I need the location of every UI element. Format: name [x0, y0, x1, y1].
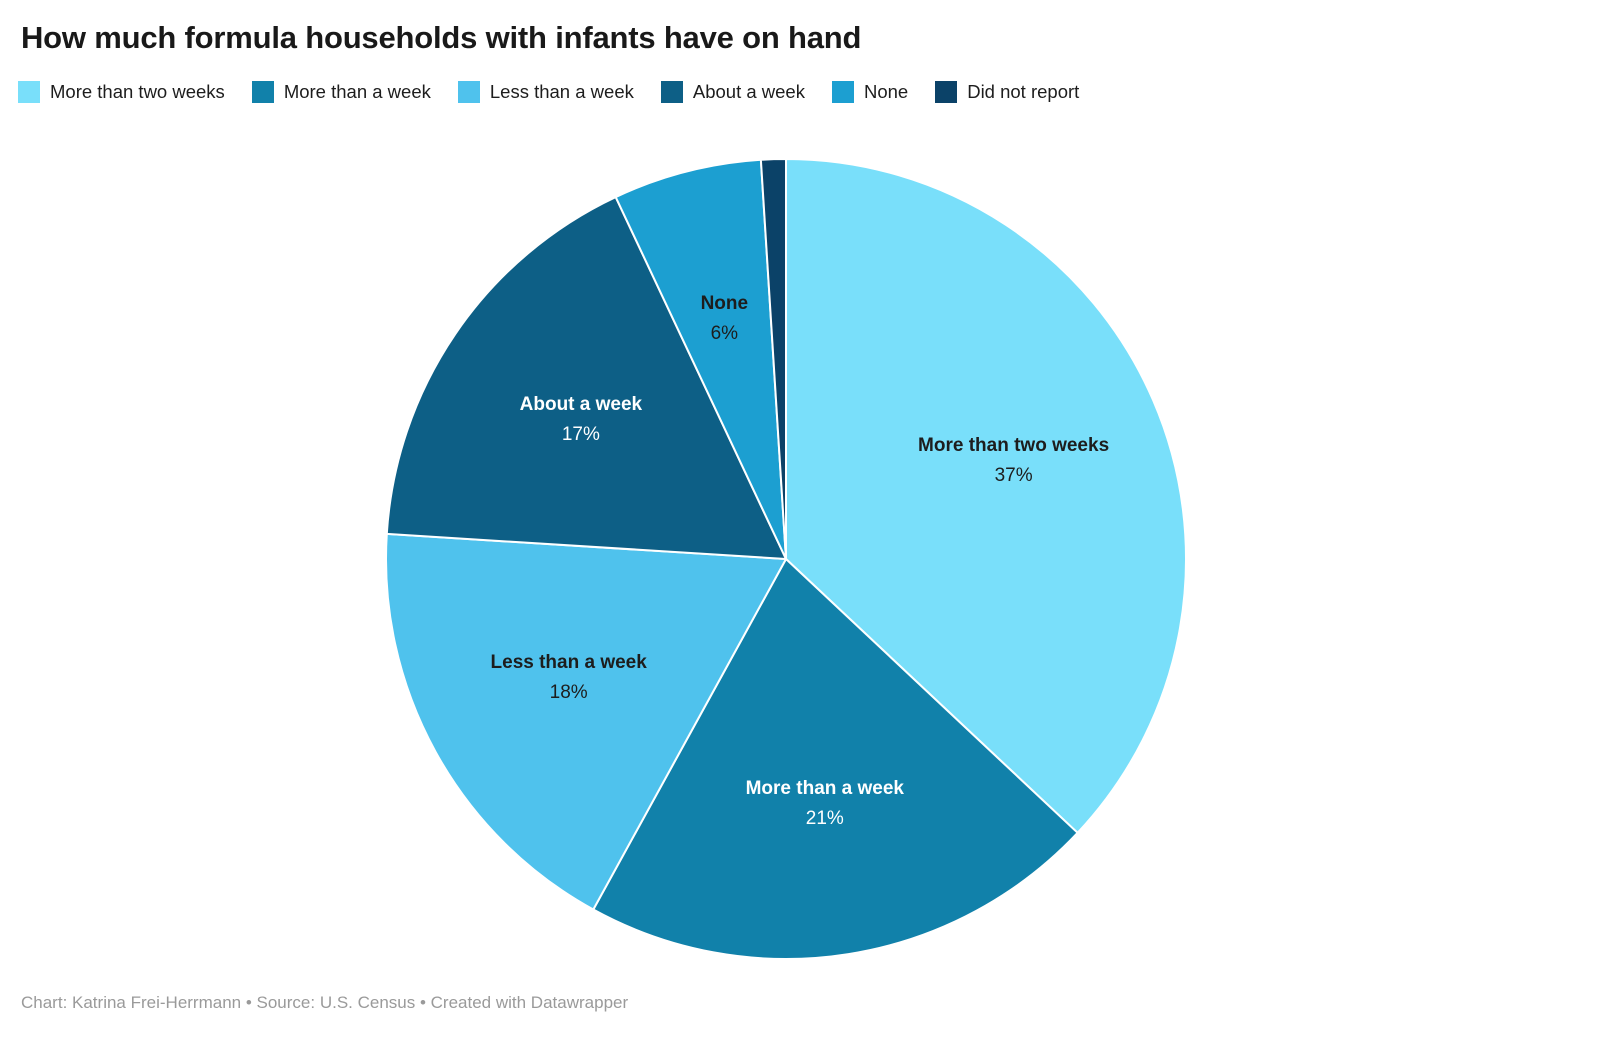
legend-item-label: About a week: [692, 81, 805, 102]
pie-slice-more-than-a-week[interactable]: [592, 558, 1079, 960]
legend-item-about-a-week: About a week: [660, 81, 805, 103]
pie-slice-more-than-two-weeks[interactable]: [785, 158, 1187, 834]
legend-item-more-than-two-weeks: More than two weeks: [18, 81, 225, 103]
legend-item-label: More than two weeks: [50, 81, 225, 102]
legend-item-less-than-a-week: Less than a week: [457, 81, 634, 103]
legend-swatch-icon: [831, 81, 854, 103]
legend: More than two weeks More than a week Less …: [18, 81, 1079, 103]
legend-item-label: None: [863, 81, 909, 102]
legend-item-did-not-report: Did not report: [935, 81, 1079, 103]
pie-slice-about-a-week[interactable]: [385, 196, 787, 560]
legend-swatch-icon: [935, 81, 958, 103]
pie-slice-did-not-report[interactable]: [759, 158, 787, 560]
legend-item-more-than-a-week: More than a week: [251, 81, 431, 103]
legend-item-label: More than a week: [283, 81, 431, 102]
legend-swatch-icon: [18, 81, 40, 103]
chart-footer: Chart: Katrina Frei-Herrmann • Source: U…: [21, 993, 629, 1012]
page-title: How much formula households with infants…: [21, 20, 862, 55]
legend-item-label: Did not report: [967, 81, 1080, 102]
pie-slice-less-than-a-week[interactable]: [385, 532, 787, 911]
legend-swatch-icon: [660, 81, 683, 103]
chart-header: How much formula households with infants…: [21, 20, 861, 56]
pie-slice-none[interactable]: [614, 158, 787, 560]
legend-swatch-icon: [457, 81, 480, 103]
legend-item-none: None: [831, 81, 909, 103]
legend-item-label: Less than a week: [489, 81, 634, 102]
legend-swatch-icon: [251, 81, 274, 103]
